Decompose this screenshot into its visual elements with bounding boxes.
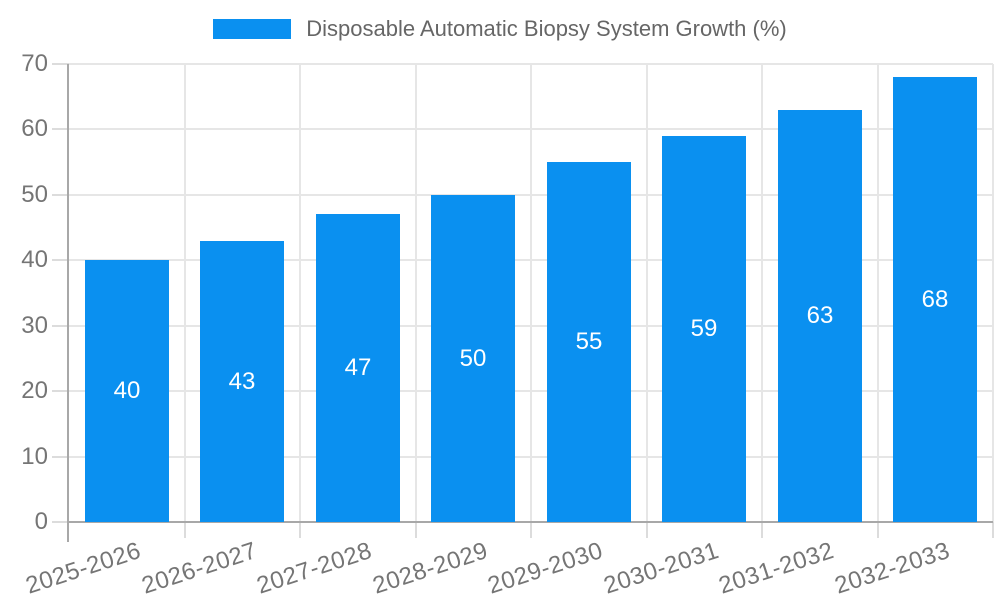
y-axis-tick-label: 60 [21,115,48,142]
chart-legend[interactable]: Disposable Automatic Biopsy System Growt… [0,16,1000,42]
gridline-vertical [415,64,417,522]
y-axis-tick-label: 10 [21,443,48,470]
bar: 40 [85,260,169,522]
bar: 55 [547,162,631,522]
x-axis-tick [415,522,417,538]
bar: 47 [316,214,400,522]
bar-value-label: 43 [228,367,256,395]
x-axis-category-label: 2030-2031 [600,537,723,600]
x-axis-tick [646,522,648,538]
gridline-vertical [992,64,994,522]
gridline-vertical [877,64,879,522]
y-axis-tick [52,390,69,392]
y-axis-tick [52,194,69,196]
gridline-vertical [530,64,532,522]
y-axis-tick-label: 40 [21,246,48,273]
x-axis-line [69,521,993,523]
bar-value-label: 47 [344,354,372,381]
x-axis-tick [184,522,186,538]
x-axis-tick [992,522,994,538]
y-axis-tick-label: 50 [21,181,48,208]
x-axis-category-label: 2028-2029 [369,537,492,600]
bar: 50 [431,195,515,522]
y-axis-tick-label: 70 [21,50,48,77]
x-axis-tick [530,522,532,538]
bar: 63 [778,110,862,522]
x-axis-tick [299,522,301,538]
bar: 43 [200,241,284,522]
bar-value-label: 40 [113,377,141,404]
y-axis-tick-label: 0 [34,508,48,535]
y-axis-tick-label: 20 [21,377,48,404]
y-axis-tick [52,63,69,65]
y-axis-tick-label: 30 [21,312,48,339]
legend-swatch [213,19,292,39]
bar-value-label: 63 [806,302,834,329]
x-axis-tick [877,522,879,538]
gridline-vertical [646,64,648,522]
x-axis-category-label: 2032-2033 [831,537,954,600]
bar-value-label: 55 [575,328,603,355]
y-axis-tick [52,325,69,327]
bar-value-label: 50 [459,344,487,372]
x-axis-category-label: 2027-2028 [253,537,376,600]
y-axis-tick [52,456,69,458]
x-axis-tick [761,522,763,538]
bar: 59 [662,136,746,522]
legend-label: Disposable Automatic Biopsy System Growt… [306,16,787,41]
bar-value-label: 68 [921,285,949,313]
bar-value-label: 59 [690,315,718,342]
gridline-vertical [299,64,301,522]
x-axis-category-label: 2025-2026 [22,537,145,600]
x-axis-category-label: 2026-2027 [138,537,261,600]
y-axis-tick [52,259,69,261]
y-axis-tick [52,521,69,523]
x-axis-category-label: 2029-2030 [484,537,607,600]
gridline-vertical [184,64,186,522]
y-axis-tick [52,128,69,130]
gridline-vertical [761,64,763,522]
x-axis-category-label: 2031-2032 [715,537,838,600]
y-axis-line [67,64,69,542]
bar: 68 [893,77,977,522]
